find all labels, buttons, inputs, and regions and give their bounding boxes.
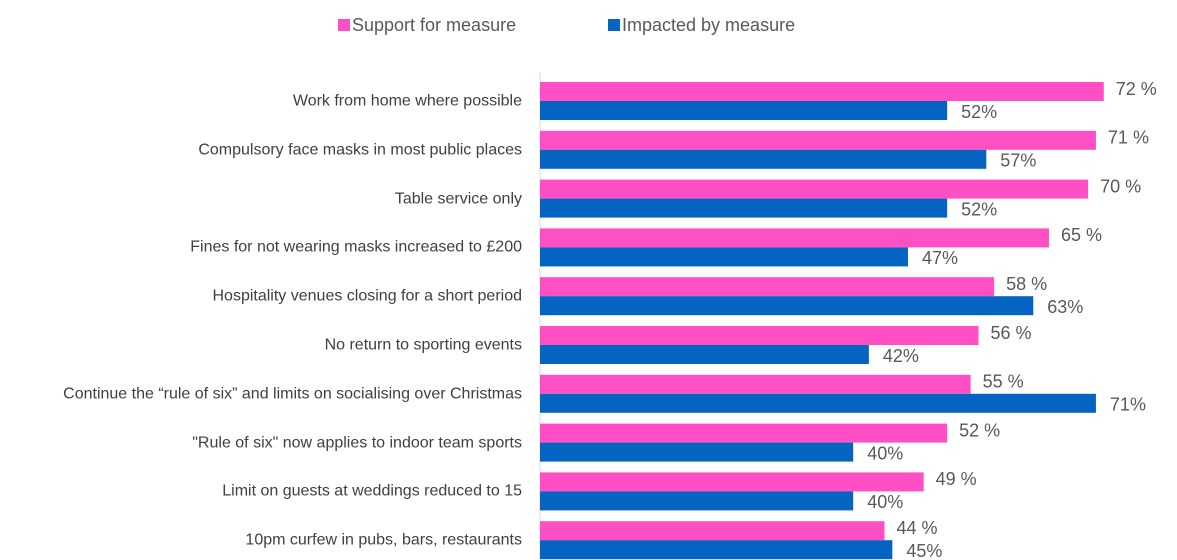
bar bbox=[540, 101, 948, 120]
value-label: 52 % bbox=[959, 420, 1000, 440]
value-label: 45% bbox=[906, 541, 942, 560]
value-label: 71 % bbox=[1108, 128, 1149, 148]
value-label: 70 % bbox=[1100, 176, 1141, 196]
bar bbox=[540, 149, 987, 169]
category-label: Fines for not wearing masks increased to… bbox=[190, 238, 522, 256]
value-label: 47% bbox=[922, 248, 958, 268]
bar bbox=[540, 198, 948, 218]
value-label: 52% bbox=[961, 102, 997, 122]
bar bbox=[540, 296, 1034, 316]
bar bbox=[540, 179, 1089, 199]
bar bbox=[540, 247, 909, 267]
category-label: Table service only bbox=[394, 190, 522, 208]
value-label: 40% bbox=[867, 443, 903, 463]
value-label: 42% bbox=[883, 346, 919, 366]
bar bbox=[540, 326, 979, 345]
category-label: Compulsory face masks in most public pla… bbox=[198, 141, 522, 159]
bar bbox=[540, 277, 995, 297]
value-label: 57% bbox=[1000, 151, 1036, 171]
value-label: 72 % bbox=[1116, 79, 1157, 99]
value-label: 44 % bbox=[897, 518, 938, 538]
category-label: No return to sporting events bbox=[324, 336, 522, 354]
bar bbox=[540, 521, 885, 541]
category-label: Work from home where possible bbox=[292, 92, 522, 110]
bar bbox=[540, 491, 854, 511]
bar bbox=[540, 130, 1096, 150]
value-label: 63% bbox=[1047, 297, 1083, 317]
value-label: 49 % bbox=[936, 469, 977, 489]
bar bbox=[540, 228, 1049, 248]
legend-swatch bbox=[608, 19, 620, 31]
category-label: Continue the “rule of six” and limits on… bbox=[63, 385, 522, 403]
value-label: 65 % bbox=[1061, 225, 1102, 245]
bar bbox=[540, 374, 971, 394]
bar bbox=[540, 393, 1096, 413]
category-label: Hospitality venues closing for a short p… bbox=[212, 287, 523, 305]
value-label: 40% bbox=[867, 492, 903, 512]
bar bbox=[540, 82, 1104, 101]
bar bbox=[540, 472, 924, 492]
legend-label: Impacted by measure bbox=[622, 15, 795, 35]
category-label: Limit on guests at weddings reduced to 1… bbox=[222, 482, 522, 500]
bar bbox=[540, 540, 893, 560]
bar bbox=[540, 423, 948, 443]
bar bbox=[540, 442, 854, 462]
category-label: 10pm curfew in pubs, bars, restaurants bbox=[245, 531, 522, 549]
bar bbox=[540, 345, 869, 364]
value-label: 71% bbox=[1110, 395, 1146, 415]
legend-swatch bbox=[338, 19, 350, 31]
value-label: 55 % bbox=[983, 372, 1024, 392]
value-label: 56 % bbox=[990, 323, 1031, 343]
legend-label: Support for measure bbox=[352, 15, 516, 35]
value-label: 52% bbox=[961, 199, 997, 219]
value-label: 58 % bbox=[1006, 274, 1047, 294]
category-label: "Rule of six" now applies to indoor team… bbox=[192, 434, 522, 452]
